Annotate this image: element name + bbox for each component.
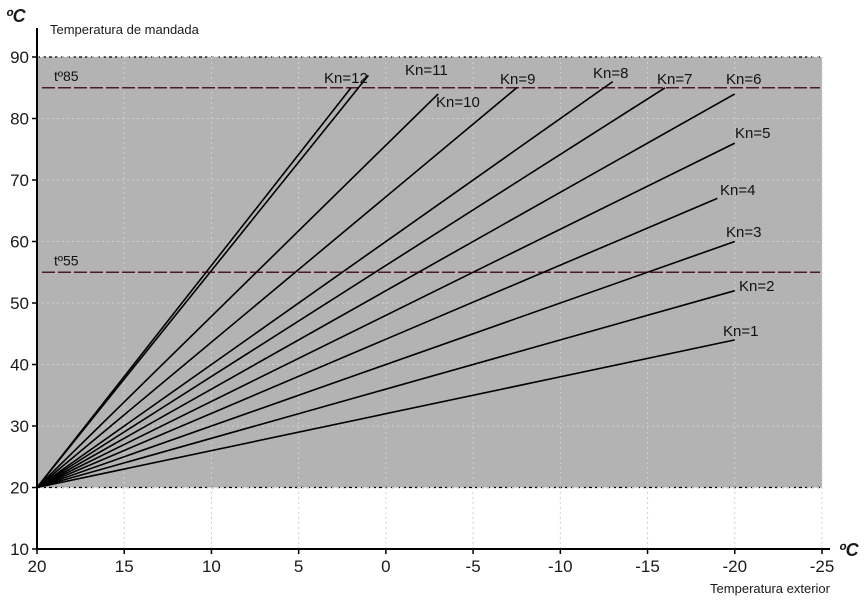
x-axis-title: Temperatura exterior <box>710 581 831 596</box>
x-tick-label: -10 <box>548 557 573 576</box>
curve-label: Kn=8 <box>593 65 628 82</box>
curve-line <box>36 289 736 489</box>
x-tick-label: 20 <box>28 557 47 576</box>
curve-label: Kn=9 <box>500 71 535 88</box>
y-tick-label: 80 <box>10 110 29 129</box>
reference-label: tº55 <box>54 252 79 268</box>
curve-label: Kn=1 <box>723 323 758 340</box>
y-tick-label: 70 <box>10 171 29 190</box>
curve-label: Kn=11 <box>405 62 448 79</box>
curve-label: Kn=3 <box>726 224 761 241</box>
y-tick-label: 20 <box>10 479 29 498</box>
curve-label: Kn=2 <box>739 278 774 295</box>
x-tick-label: 0 <box>381 557 390 576</box>
x-tick-label: 5 <box>294 557 303 576</box>
curve-line <box>36 197 718 489</box>
y-tick-label: 50 <box>10 294 29 313</box>
curve-line <box>36 80 614 489</box>
curve-line <box>36 74 370 489</box>
curve-label: Kn=5 <box>735 125 770 142</box>
x-tick-label: 10 <box>202 557 221 576</box>
x-tick-label: 15 <box>115 557 134 576</box>
curve-line <box>36 87 352 488</box>
y-tick-label: 30 <box>10 417 29 436</box>
curve-label: Kn=10 <box>436 94 480 111</box>
curve-line <box>36 93 736 489</box>
reference-label: tº85 <box>54 68 79 84</box>
x-tick-label: -25 <box>810 557 835 576</box>
y-axis-title: Temperatura de mandada <box>50 22 200 37</box>
curve-line <box>36 142 736 489</box>
curve-label: Kn=4 <box>720 182 755 199</box>
y-tick-label: 40 <box>10 356 29 375</box>
curve-line <box>36 240 736 489</box>
y-tick-label: 10 <box>10 540 29 559</box>
curve-label: Kn=7 <box>657 71 692 88</box>
curve-label: Kn=6 <box>726 71 761 88</box>
x-tick-label: -5 <box>466 557 481 576</box>
curve-line <box>36 87 666 489</box>
x-tick-label: -20 <box>722 557 747 576</box>
curve-line <box>36 87 518 489</box>
y-unit-label: ºC <box>6 6 27 26</box>
y-tick-label: 90 <box>10 48 29 67</box>
y-tick-label: 60 <box>10 233 29 252</box>
x-tick-label: -15 <box>635 557 660 576</box>
curve-line <box>36 339 735 489</box>
curve-line <box>36 93 439 489</box>
curve-label: Kn=12 <box>324 70 368 87</box>
x-unit-label: ºC <box>839 540 860 560</box>
